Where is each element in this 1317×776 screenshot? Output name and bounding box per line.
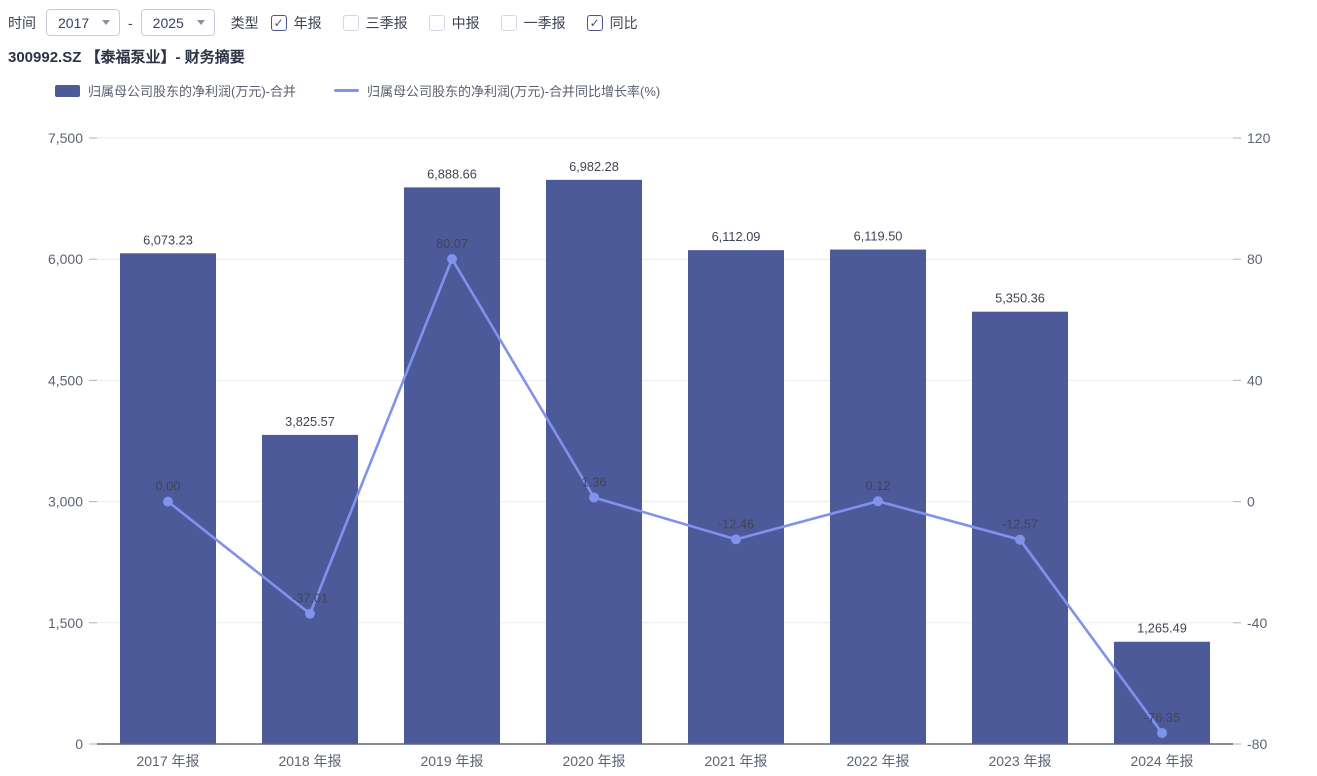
checkbox-annual-report[interactable]: 年报	[270, 13, 322, 33]
line-series-swatch	[334, 89, 359, 92]
checkbox-label: 中报	[451, 14, 480, 31]
bar-value-label: 6,112.09	[712, 229, 761, 244]
bar-value-label: 1,265.49	[1137, 621, 1187, 636]
yoy-growth-line	[166, 257, 1164, 735]
chevron-down-icon	[102, 20, 110, 25]
line-point-2021 年报[interactable]	[731, 534, 741, 545]
line-point-2017 年报[interactable]	[163, 496, 173, 507]
bar-value-label: 6,073.23	[143, 232, 193, 247]
bar-2019 年报[interactable]	[404, 187, 500, 745]
y-axis-label-left: 1,500	[48, 615, 83, 631]
checkbox-icon	[428, 14, 445, 31]
point-value-label: 0.12	[866, 478, 891, 493]
range-separator: -	[128, 14, 133, 31]
bar-2024 年报[interactable]	[1114, 641, 1210, 744]
checkbox-label: 同比	[609, 14, 638, 31]
bar-2020 年报[interactable]	[546, 179, 642, 744]
checkbox-yoy[interactable]: 同比	[586, 13, 638, 33]
x-axis-label: 2019 年报	[420, 753, 483, 769]
checkbox-icon	[500, 14, 517, 31]
x-axis-label: 2020 年报	[562, 753, 625, 769]
y-axis-label-left: 4,500	[48, 372, 83, 388]
y-axis-label-left: 0	[75, 736, 83, 752]
combo-chart: 7,500 120 6,000 80 4,500 40 3,000 0 1,500 -40 0 -80…	[48, 130, 1271, 769]
point-value-label: -12.46	[718, 516, 754, 531]
y-axis-label-right: 120	[1247, 130, 1271, 146]
line-point-2023 年报[interactable]	[1015, 534, 1025, 545]
x-axis-label: 2023 年报	[988, 753, 1051, 769]
checkbox-icon	[342, 14, 359, 31]
checkbox-interim-report[interactable]: 中报	[428, 13, 480, 33]
point-value-label: -76.35	[1144, 710, 1180, 725]
chart-area: 7,500 120 6,000 80 4,500 40 3,000 0 1,500 -40 0 -80…	[0, 108, 1317, 776]
point-value-label: -37.01	[292, 591, 328, 606]
checkbox-label: 一季报	[523, 14, 566, 31]
y-axis-label-left: 3,000	[48, 494, 83, 510]
x-axis-label: 2022 年报	[846, 753, 909, 769]
start-year-dropdown[interactable]: 2017	[46, 9, 120, 36]
checkbox-q3-report[interactable]: 三季报	[342, 13, 408, 33]
checkbox-q1-report[interactable]: 一季报	[500, 13, 566, 33]
time-label: 时间	[8, 14, 36, 31]
point-value-label: -12.57	[1002, 517, 1038, 532]
x-axis-label: 2024 年报	[1130, 753, 1193, 769]
point-value-label: 1.36	[582, 474, 607, 489]
chart-legend: 归属母公司股东的净利润(万元)-合并 归属母公司股东的净利润(万元)-合并同比增…	[55, 81, 1317, 100]
x-axis-label: 2017 年报	[136, 753, 199, 769]
bar-value-label: 6,982.28	[569, 159, 619, 174]
legend-label: 归属母公司股东的净利润(万元)-合并同比增长率(%)	[367, 84, 661, 99]
checkbox-icon	[270, 14, 287, 31]
line-point-2020 年报[interactable]	[589, 492, 599, 503]
line-point-2019 年报[interactable]	[447, 253, 457, 264]
y-axis-label-right: 40	[1247, 372, 1263, 388]
end-year-value: 2025	[152, 14, 184, 31]
toolbar: 时间 2017 - 2025 类型 年报 三季报 中报 一季报 同比	[0, 0, 1317, 36]
bar-series-swatch	[55, 84, 80, 97]
checkbox-label: 三季报	[365, 14, 408, 31]
legend-item-yoy-growth[interactable]: 归属母公司股东的净利润(万元)-合并同比增长率(%)	[334, 81, 660, 100]
chevron-down-icon	[196, 20, 205, 25]
y-axis-label-right: 80	[1247, 251, 1263, 267]
y-axis-label-right: -80	[1247, 736, 1267, 752]
type-label: 类型	[230, 14, 259, 31]
point-value-label: 80.07	[436, 236, 468, 251]
page-title: 300992.SZ 【泰福泵业】- 财务摘要	[8, 49, 245, 66]
bar-2023 年报[interactable]	[972, 311, 1068, 744]
line-point-2024 年报[interactable]	[1157, 727, 1167, 738]
bar-2018 年报[interactable]	[262, 434, 358, 744]
y-axis-label-left: 7,500	[48, 130, 83, 146]
y-axis-label-right: -40	[1247, 615, 1267, 631]
line-point-2018 年报[interactable]	[305, 608, 315, 619]
legend-item-net-profit[interactable]: 归属母公司股东的净利润(万元)-合并	[55, 81, 296, 100]
legend-label: 归属母公司股东的净利润(万元)-合并	[88, 84, 296, 99]
start-year-value: 2017	[58, 14, 90, 31]
end-year-dropdown[interactable]: 2025	[140, 9, 215, 36]
bar-2021 年报[interactable]	[688, 250, 784, 744]
bar-value-label: 6,888.66	[427, 166, 477, 181]
checkbox-label: 年报	[293, 14, 322, 31]
y-axis-label-right: 0	[1247, 494, 1255, 510]
point-value-label: 0.00	[156, 479, 181, 494]
x-axis-label: 2021 年报	[704, 753, 767, 769]
y-axis-label-left: 6,000	[48, 251, 83, 267]
bar-value-label: 5,350.36	[995, 291, 1045, 306]
x-axis-label: 2018 年报	[278, 753, 341, 769]
line-point-2022 年报[interactable]	[873, 496, 883, 507]
bar-value-label: 3,825.57	[285, 414, 335, 429]
checkbox-icon	[586, 14, 603, 31]
bar-value-label: 6,119.50	[854, 229, 903, 244]
